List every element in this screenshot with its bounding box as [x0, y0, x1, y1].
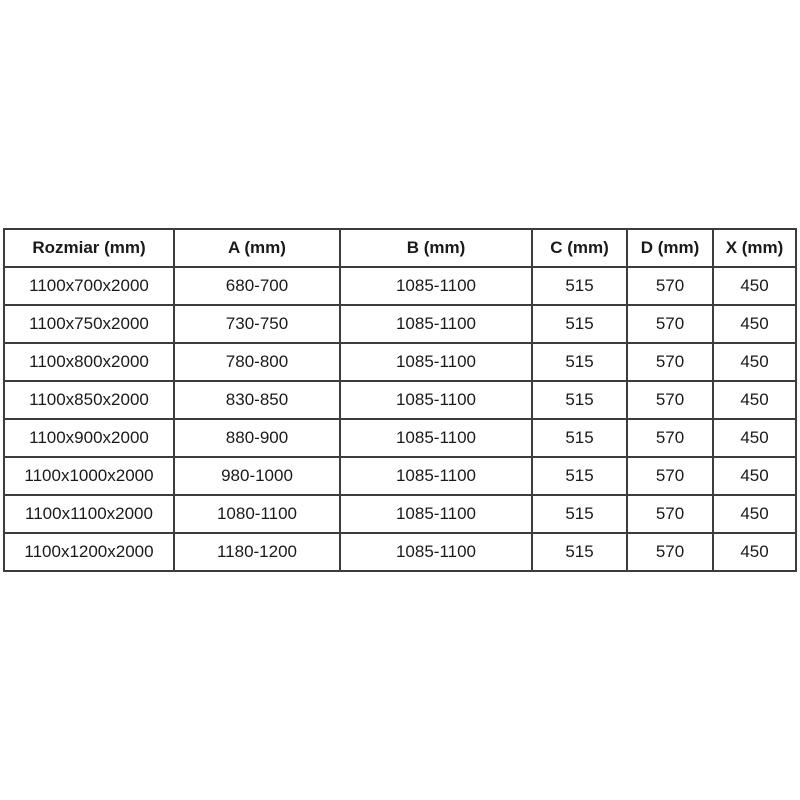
table-cell: 570: [626, 266, 714, 306]
table-cell: 1100x900x2000: [3, 418, 175, 458]
table-cell: 515: [531, 342, 628, 382]
table-row: 1100x1000x2000 980-1000 1085-1100 515 57…: [3, 456, 797, 496]
table-cell: 1085-1100: [339, 304, 533, 344]
table-row: 1100x750x2000 730-750 1085-1100 515 570 …: [3, 304, 797, 344]
header-cell-a: A (mm): [173, 228, 341, 268]
size-spec-table: Rozmiar (mm) A (mm) B (mm) C (mm) D (mm)…: [3, 228, 797, 572]
table-cell: 570: [626, 304, 714, 344]
table-cell: 1100x800x2000: [3, 342, 175, 382]
table-cell: 515: [531, 266, 628, 306]
header-cell-x: X (mm): [712, 228, 797, 268]
table-cell: 1085-1100: [339, 380, 533, 420]
table-row: 1100x900x2000 880-900 1085-1100 515 570 …: [3, 418, 797, 458]
table-header-row: Rozmiar (mm) A (mm) B (mm) C (mm) D (mm)…: [3, 228, 797, 268]
table-cell: 450: [712, 342, 797, 382]
table-cell: 450: [712, 456, 797, 496]
table-cell: 450: [712, 304, 797, 344]
table-cell: 830-850: [173, 380, 341, 420]
table-cell: 1180-1200: [173, 532, 341, 572]
table-cell: 570: [626, 532, 714, 572]
table-cell: 1085-1100: [339, 456, 533, 496]
table-row: 1100x1200x2000 1180-1200 1085-1100 515 5…: [3, 532, 797, 572]
table-cell: 1100x750x2000: [3, 304, 175, 344]
table-cell: 1100x1200x2000: [3, 532, 175, 572]
table-row: 1100x800x2000 780-800 1085-1100 515 570 …: [3, 342, 797, 382]
table-cell: 570: [626, 494, 714, 534]
table-cell: 515: [531, 380, 628, 420]
table-cell: 450: [712, 418, 797, 458]
table-cell: 1100x1000x2000: [3, 456, 175, 496]
header-cell-b: B (mm): [339, 228, 533, 268]
table-cell: 1100x1100x2000: [3, 494, 175, 534]
header-cell-rozmiar: Rozmiar (mm): [3, 228, 175, 268]
table-cell: 450: [712, 532, 797, 572]
table-cell: 570: [626, 380, 714, 420]
table-cell: 570: [626, 342, 714, 382]
table-cell: 450: [712, 494, 797, 534]
table-cell: 680-700: [173, 266, 341, 306]
table-cell: 1085-1100: [339, 342, 533, 382]
table-cell: 450: [712, 380, 797, 420]
table-cell: 1085-1100: [339, 494, 533, 534]
table-cell: 515: [531, 456, 628, 496]
table-cell: 515: [531, 532, 628, 572]
table-cell: 1080-1100: [173, 494, 341, 534]
header-cell-c: C (mm): [531, 228, 628, 268]
table-cell: 880-900: [173, 418, 341, 458]
table-cell: 1085-1100: [339, 266, 533, 306]
table-cell: 980-1000: [173, 456, 341, 496]
table-cell: 1100x700x2000: [3, 266, 175, 306]
table-cell: 515: [531, 304, 628, 344]
table-cell: 450: [712, 266, 797, 306]
table-cell: 570: [626, 456, 714, 496]
table-row: 1100x700x2000 680-700 1085-1100 515 570 …: [3, 266, 797, 306]
table-cell: 515: [531, 418, 628, 458]
table-cell: 780-800: [173, 342, 341, 382]
table-row: 1100x850x2000 830-850 1085-1100 515 570 …: [3, 380, 797, 420]
table-cell: 1085-1100: [339, 418, 533, 458]
table-cell: 515: [531, 494, 628, 534]
table-row: 1100x1100x2000 1080-1100 1085-1100 515 5…: [3, 494, 797, 534]
table-cell: 1100x850x2000: [3, 380, 175, 420]
header-cell-d: D (mm): [626, 228, 714, 268]
table-cell: 570: [626, 418, 714, 458]
table-cell: 1085-1100: [339, 532, 533, 572]
table-cell: 730-750: [173, 304, 341, 344]
